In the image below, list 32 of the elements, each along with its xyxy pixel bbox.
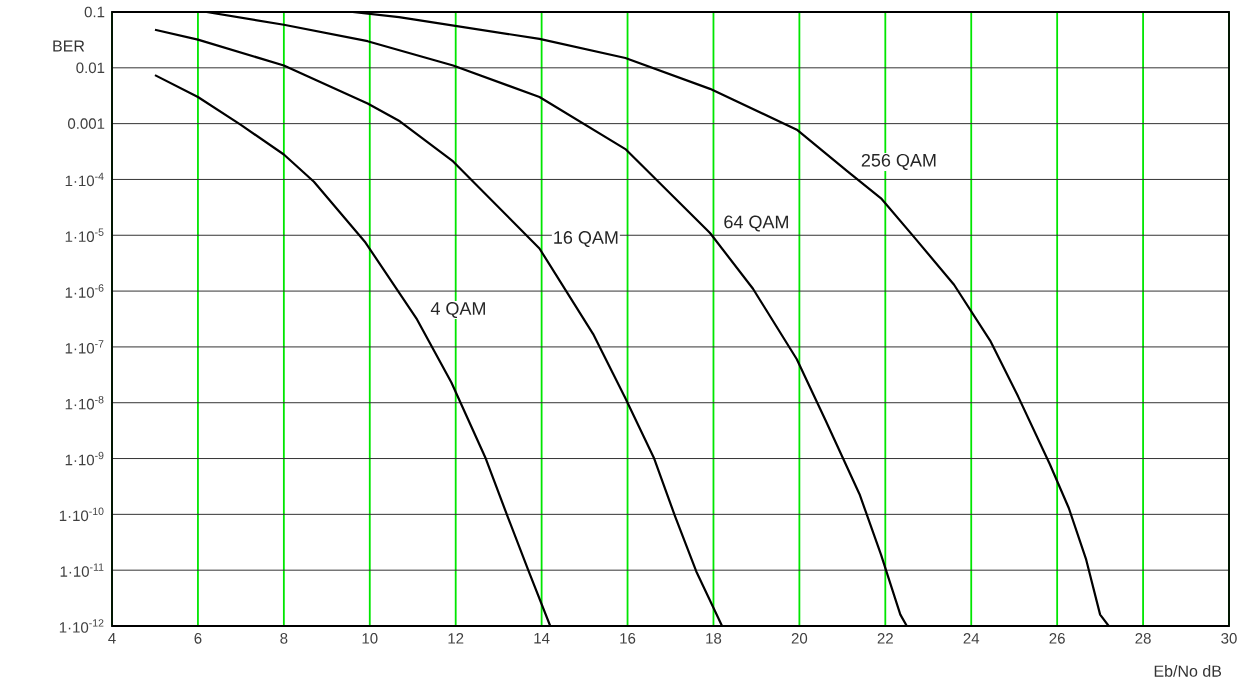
x-tick-label: 12 — [448, 633, 464, 644]
x-tick-label: 10 — [362, 633, 378, 644]
x-tick-label: 22 — [877, 633, 893, 644]
x-tick-label: 24 — [963, 633, 980, 644]
series-label: 64 QAM — [724, 215, 788, 232]
y-tick-label: 1·10$^{-9}$ — [65, 451, 104, 466]
y-tick-label: 0.01 — [76, 62, 105, 74]
x-tick-label: 26 — [1049, 633, 1065, 644]
y-tick-label: 0.1 — [84, 6, 105, 18]
series-label: 16 QAM — [554, 231, 618, 248]
x-tick-label: 28 — [1135, 633, 1151, 644]
x-tick-label: 30 — [1221, 633, 1237, 644]
x-axis-title: Eb/No dB — [1154, 665, 1222, 677]
x-tick-label: 18 — [706, 633, 722, 644]
y-tick-label: 1·10$^{-6}$ — [65, 284, 104, 298]
x-tick-label: 20 — [791, 633, 808, 644]
y-tick-label: 1·10$^{-11}$ — [60, 563, 104, 577]
y-tick-label: 1·10$^{-10}$ — [59, 507, 104, 522]
y-tick-label: 1·10$^{-7}$ — [65, 340, 104, 354]
y-tick-label: 1·10$^{-12}$ — [59, 619, 104, 633]
x-tick-label: 6 — [194, 633, 202, 644]
x-tick-label: 8 — [280, 633, 288, 644]
series-label: 4 QAM — [430, 302, 485, 319]
x-tick-label: 4 — [108, 633, 116, 644]
x-tick-label: 14 — [534, 633, 550, 644]
y-axis-title: BER — [53, 40, 85, 52]
y-tick-label: 1·10$^{-4}$ — [65, 172, 104, 187]
y-tick-label: 1·10$^{-5}$ — [65, 228, 104, 242]
y-tick-label: 1·10$^{-8}$ — [65, 395, 104, 410]
series-label: 256 QAM — [861, 153, 936, 170]
y-tick-label: 0.001 — [68, 118, 105, 129]
x-tick-label: 16 — [620, 633, 636, 644]
